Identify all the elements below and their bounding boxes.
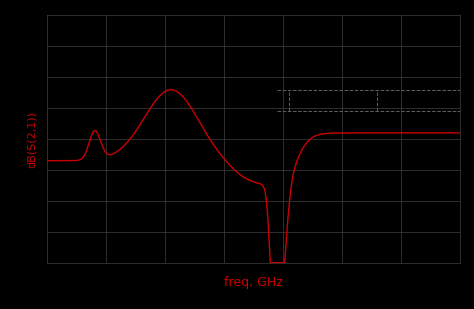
- Y-axis label: dB(S(2,1)): dB(S(2,1)): [27, 111, 37, 167]
- X-axis label: freq, GHz: freq, GHz: [224, 276, 283, 289]
